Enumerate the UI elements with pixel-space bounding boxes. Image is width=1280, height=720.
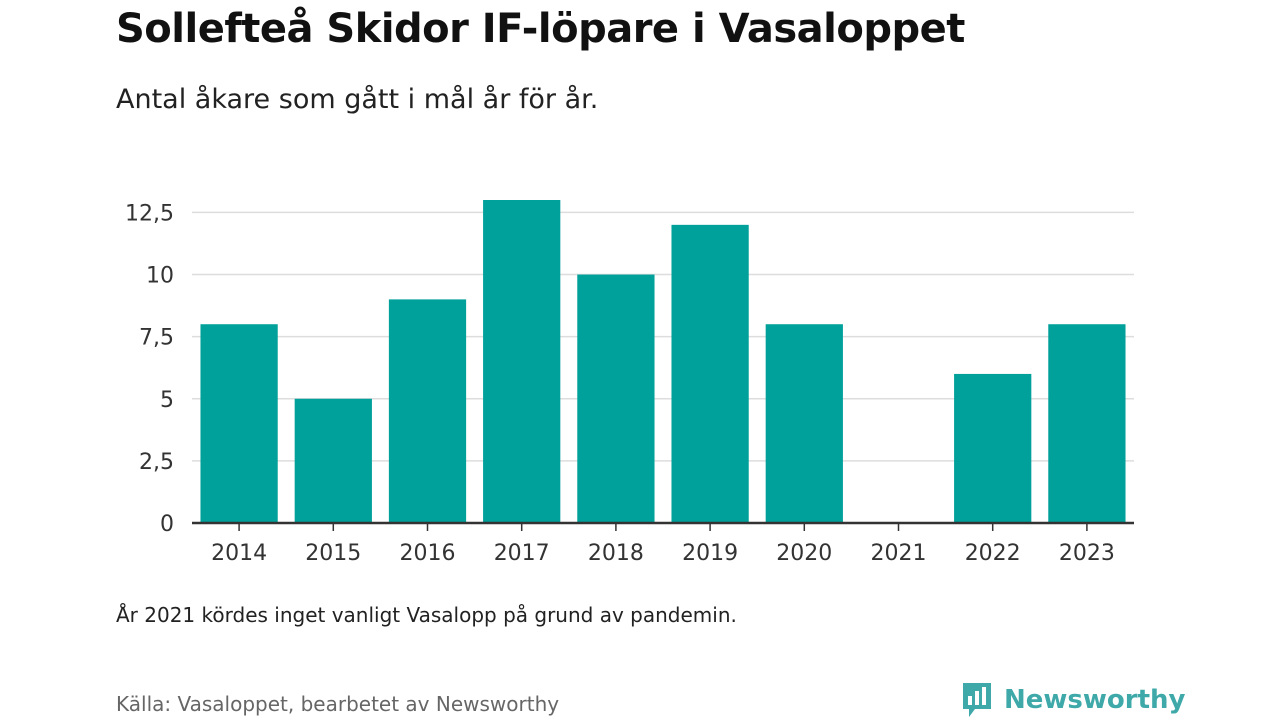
- bars: [200, 200, 1126, 523]
- y-tick-label: 2,5: [139, 450, 174, 475]
- x-tick-label: 2020: [776, 541, 832, 566]
- chart-note: År 2021 kördes inget vanligt Vasalopp på…: [116, 603, 737, 627]
- bar-2016: [388, 299, 467, 523]
- y-tick-label: 5: [160, 388, 174, 413]
- x-tick-label: 2018: [588, 541, 644, 566]
- y-tick-label: 0: [160, 512, 174, 537]
- bar-2018: [577, 274, 655, 523]
- y-tick-label: 7,5: [139, 326, 174, 351]
- x-tick-label: 2021: [871, 541, 927, 566]
- y-tick-label: 10: [146, 264, 174, 289]
- x-tick-label: 2022: [965, 541, 1021, 566]
- newsworthy-logo-icon: [963, 683, 991, 717]
- newsworthy-logo: Newsworthy: [960, 680, 1185, 720]
- chart-title: Sollefteå Skidor IF-löpare i Vasaloppet: [116, 6, 965, 52]
- bar-2015: [294, 398, 372, 523]
- x-tick-label: 2016: [400, 541, 456, 566]
- bar-chart: 0 2,5 5 7,5 10 12,5 2014 2015 2016 2017 2018 2019 20…: [125, 200, 1134, 566]
- x-tick-label: 2019: [682, 541, 738, 566]
- bar-2022: [954, 373, 1032, 523]
- x-tick-label: 2015: [305, 541, 361, 566]
- x-tick-label: 2023: [1059, 541, 1115, 566]
- source-text: Källa: Vasaloppet, bearbetet av Newswort…: [116, 692, 560, 716]
- y-tick-label: 12,5: [125, 201, 174, 226]
- bar-2014: [200, 324, 278, 523]
- axes: 0 2,5 5 7,5 10 12,5 2014 2015 2016 2017 2018 2019 20…: [125, 201, 1134, 566]
- bar-2023: [1048, 324, 1126, 523]
- bar-2020: [765, 324, 843, 523]
- bar-2017: [483, 200, 561, 523]
- brand-name: Newsworthy: [1004, 685, 1186, 715]
- x-tick-label: 2014: [211, 541, 267, 566]
- x-tick-label: 2017: [494, 541, 550, 566]
- bar-2019: [671, 224, 749, 523]
- chart-subtitle: Antal åkare som gått i mål år för år.: [116, 84, 599, 115]
